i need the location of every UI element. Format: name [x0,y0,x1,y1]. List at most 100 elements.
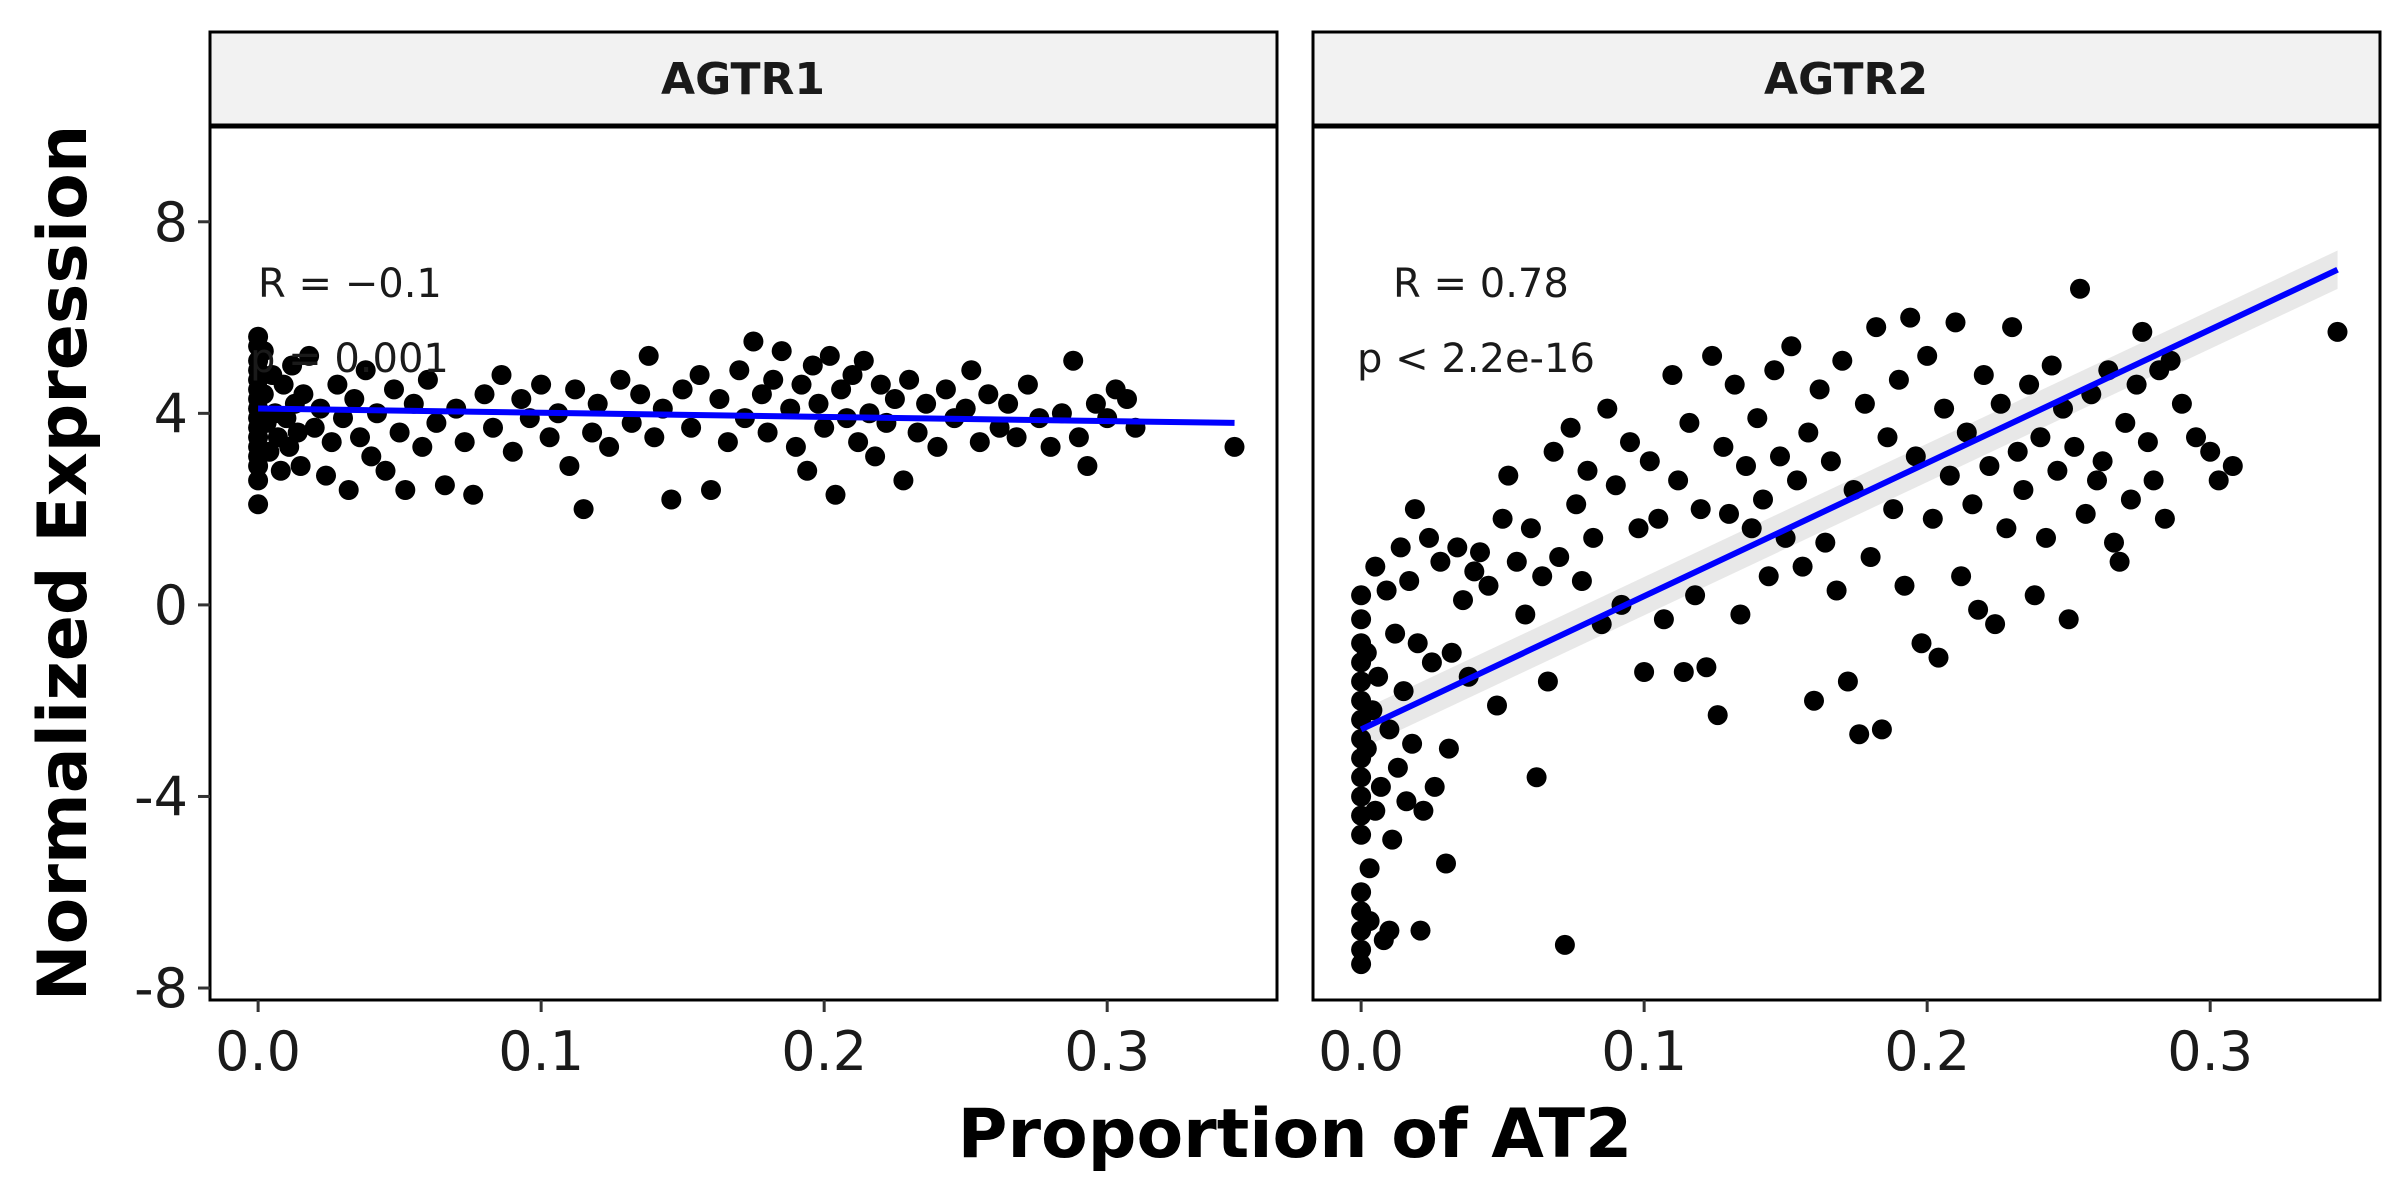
data-point-agtr2-164 [2120,489,2141,510]
data-point-agtr1-67 [565,379,586,400]
data-point-agtr2-94 [1724,374,1745,395]
data-point-agtr2-12 [1351,824,1372,845]
strip-label-agtr2: AGTR2 [1764,54,1928,105]
data-point-agtr2-107 [1798,422,1819,443]
data-point-agtr1-93 [785,436,806,457]
data-point-agtr1-119 [961,360,982,381]
data-point-agtr2-91 [1707,705,1728,726]
data-point-agtr1-47 [389,422,410,443]
data-point-agtr2-135 [1956,422,1977,443]
plot-area-agtr2 [1313,126,2380,1000]
data-point-agtr2-40 [1407,633,1428,654]
y-axis: 8 4 0 -4 -8 [134,191,210,1020]
data-point-agtr1-30 [290,456,311,476]
data-point-agtr1-113 [907,422,928,443]
data-point-agtr2-121 [1877,427,1898,448]
data-point-agtr1-76 [644,427,665,448]
data-point-agtr2-63 [1532,566,1553,587]
data-point-agtr1-42 [355,360,376,381]
data-point-agtr1-115 [927,436,948,457]
x-axis-agtr2: 0.0 0.1 0.2 0.3 [1318,1000,2253,1083]
data-point-agtr1-48 [395,480,416,500]
data-point-agtr2-55 [1478,575,1499,596]
data-point-agtr1-66 [559,456,580,476]
data-point-agtr2-175 [2208,470,2229,491]
stat-r-agtr1: R = −0.1 [258,261,442,307]
data-point-agtr2-145 [2013,480,2034,500]
data-point-agtr2-159 [2092,451,2113,472]
data-point-agtr2-146 [2019,374,2040,395]
data-point-agtr1-17 [253,384,274,405]
data-point-agtr1-131 [1077,456,1098,476]
data-point-agtr2-72 [1583,527,1604,548]
panel-agtr2: AGTR2 R = 0.78 p < 2.2e-16 [1311,30,2382,1002]
data-point-agtr1-98 [814,417,835,438]
data-point-agtr2-137 [1968,599,1989,620]
data-point-agtr2-174 [2200,441,2221,462]
stat-p-agtr1: p = 0.001 [250,336,449,382]
data-point-agtr1-37 [327,374,348,395]
data-point-agtr1-125 [1017,374,1038,395]
data-point-agtr1-26 [279,436,300,457]
data-point-agtr1-97 [808,393,829,414]
data-point-agtr1-90 [763,369,784,390]
data-point-agtr2-31 [1382,829,1403,850]
data-point-agtr1-27 [282,355,303,376]
data-point-agtr2-36 [1396,791,1417,812]
data-point-agtr1-69 [582,422,603,443]
data-point-agtr1-64 [539,427,560,448]
data-point-agtr2-128 [1917,345,1938,366]
data-point-agtr2-165 [2126,374,2147,395]
data-point-agtr2-85 [1673,662,1694,682]
data-point-agtr1-24 [273,374,294,395]
data-point-agtr2-140 [1985,614,2006,635]
data-point-agtr1-121 [978,384,999,405]
data-point-agtr1-73 [621,412,642,433]
data-point-agtr2-138 [1973,365,1994,385]
data-point-agtr2-102 [1770,446,1790,467]
data-point-agtr2-162 [2109,551,2130,572]
data-point-agtr1-61 [511,389,532,409]
data-point-agtr2-28 [1376,580,1397,601]
data-point-agtr2-118 [1860,547,1881,567]
data-point-agtr2-166 [2132,321,2153,342]
data-point-agtr2-139 [1979,456,2000,476]
data-point-agtr2-148 [2030,427,2051,448]
data-point-agtr2-149 [2036,527,2056,548]
data-point-agtr2-45 [1424,776,1445,797]
stat-r-agtr2: R = 0.78 [1393,261,1569,307]
data-point-agtr2-111 [1820,451,1841,472]
data-point-agtr1-29 [287,422,308,443]
data-point-agtr2-66 [1549,547,1570,567]
data-point-agtr1-116 [935,379,956,400]
data-point-agtr2-81 [1648,508,1669,529]
data-point-agtr1-82 [701,480,721,500]
data-point-agtr2-37 [1399,571,1420,591]
data-point-agtr1-46 [384,379,404,400]
y-tick-label-3: -4 [134,765,188,828]
plot-area-agtr1 [210,126,1277,1000]
data-point-agtr2-39 [1404,499,1425,520]
data-point-agtr2-113 [1832,350,1853,371]
data-point-agtr2-120 [1871,719,1892,740]
data-point-agtr2-68 [1560,417,1581,438]
data-point-agtr2-47 [1436,853,1456,874]
data-point-agtr2-77 [1620,432,1640,453]
data-point-agtr1-51 [417,369,438,390]
data-point-agtr2-104 [1781,336,1802,357]
x-axis-title: Proportion of AT2 [958,1095,1633,1174]
data-point-agtr2-10 [1351,786,1372,807]
data-point-agtr2-18 [1356,642,1377,663]
data-point-agtr2-32 [1385,623,1406,644]
data-point-agtr1-130 [1068,427,1089,448]
data-point-agtr2-132 [1939,465,1960,486]
data-point-agtr1-39 [338,480,359,500]
data-point-agtr1-107 [865,446,886,467]
data-point-agtr1-16 [253,341,274,362]
data-point-agtr2-50 [1447,537,1468,558]
data-point-agtr1-114 [916,393,937,414]
data-point-agtr2-46 [1430,551,1451,572]
data-point-agtr1-35 [316,465,336,486]
data-point-agtr1-53 [434,475,455,496]
x-tick-label-agtr1-2: 0.2 [781,1020,867,1083]
